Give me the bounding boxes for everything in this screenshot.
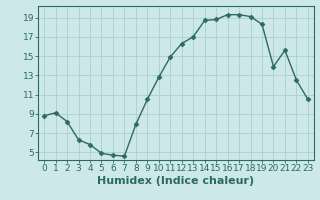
X-axis label: Humidex (Indice chaleur): Humidex (Indice chaleur) — [97, 176, 255, 186]
